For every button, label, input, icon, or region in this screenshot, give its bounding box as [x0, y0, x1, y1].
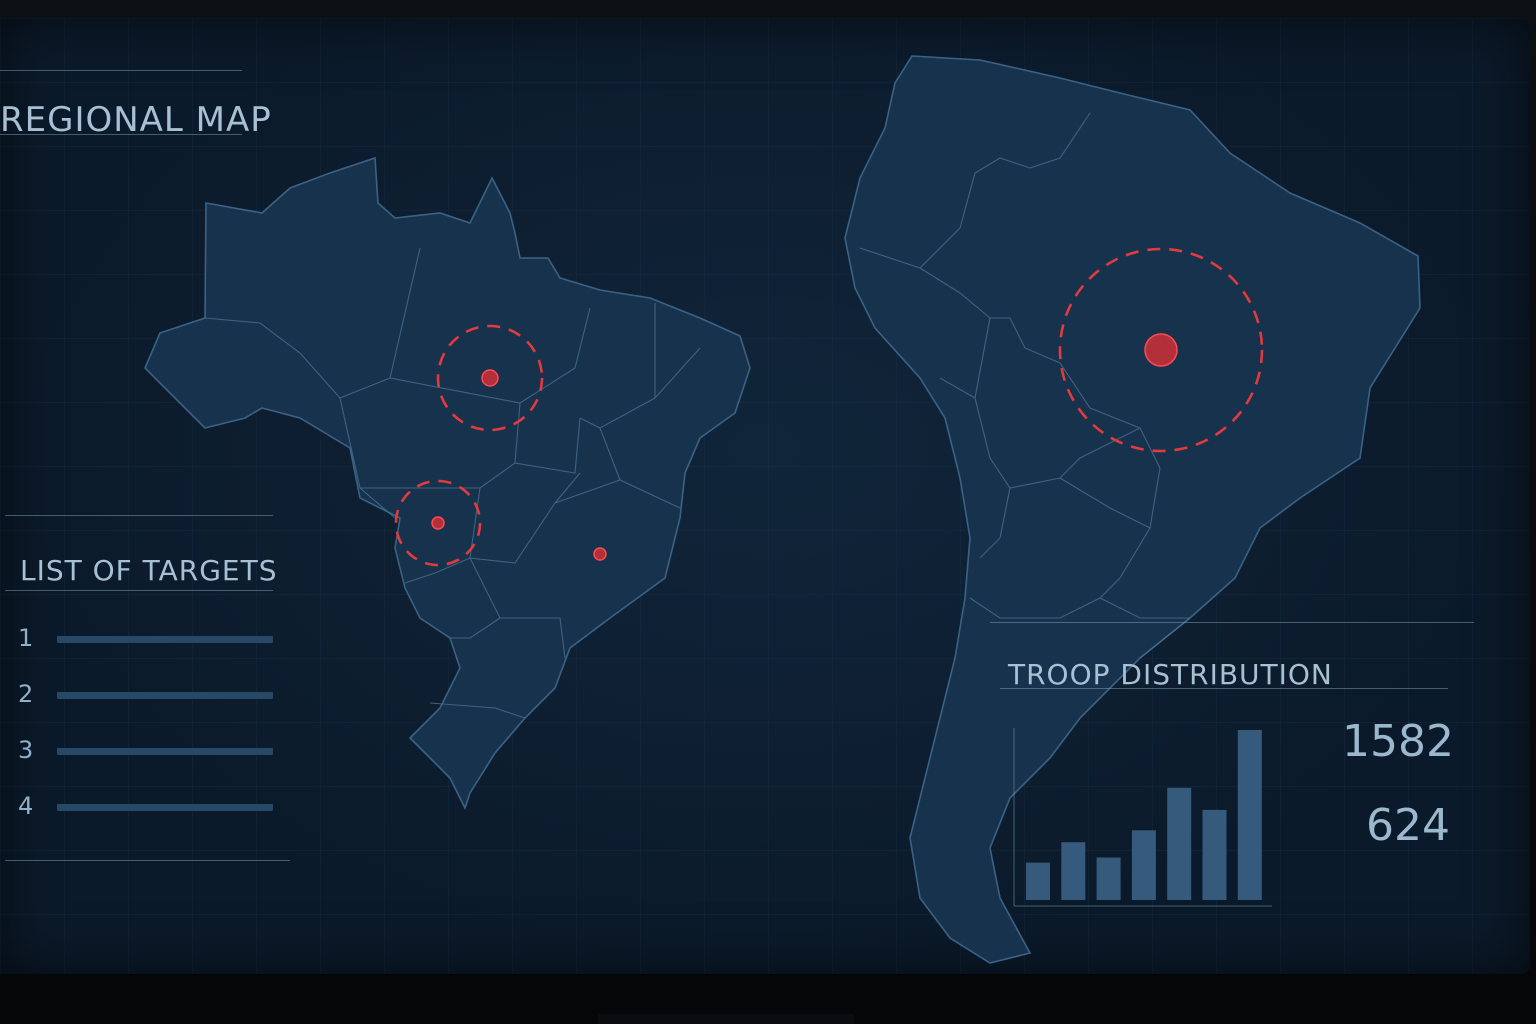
header-rule-bottom: [0, 134, 242, 135]
header-rule-top: [0, 70, 242, 71]
troop-bar: [1061, 842, 1086, 900]
troop-bar: [1167, 787, 1192, 900]
target-number: 1: [18, 624, 34, 652]
target-bar: [57, 804, 273, 811]
regional-map-title: REGIONAL MAP: [0, 100, 272, 140]
target-bar: [57, 748, 273, 755]
troop-bar: [1237, 730, 1262, 900]
monitor-stand: [598, 1014, 854, 1024]
target-dot-3[interactable]: [593, 547, 607, 561]
target-dot-1[interactable]: [481, 369, 499, 387]
troop-distribution-title: TROOP DISTRIBUTION: [1008, 658, 1333, 691]
troop-stat-primary: 1582: [1342, 716, 1454, 767]
target-dot-2[interactable]: [431, 516, 445, 530]
targets-rule-top: [5, 515, 273, 516]
target-bar: [57, 636, 273, 643]
troop-bar: [1096, 857, 1121, 900]
troop-bar: [1202, 809, 1227, 900]
target-list-item[interactable]: 3: [0, 732, 300, 772]
country-borders: [859, 112, 1191, 659]
target-number: 2: [18, 680, 34, 708]
target-dot-main[interactable]: [1144, 333, 1178, 367]
dashboard-screen: REGIONAL MAP LIST OF TARGETS 1 2 3 4: [0, 18, 1530, 974]
target-ring-1[interactable]: [436, 324, 544, 432]
troop-bar: [1131, 830, 1156, 900]
south-america-landmass: [844, 55, 1421, 964]
targets-rule-end: [5, 860, 290, 861]
state-borders: [204, 247, 701, 719]
south-america-map[interactable]: [0, 18, 1530, 974]
troop-bar-chart[interactable]: [1010, 708, 1280, 908]
target-list-item[interactable]: 4: [0, 788, 300, 828]
troop-stat-secondary: 624: [1366, 800, 1450, 851]
target-list-item[interactable]: 2: [0, 676, 300, 716]
troop-bar: [1026, 862, 1050, 900]
target-number: 3: [18, 736, 34, 764]
targets-title: LIST OF TARGETS: [20, 554, 278, 587]
target-ring-main[interactable]: [1058, 247, 1264, 453]
target-ring-2[interactable]: [394, 479, 482, 567]
target-number: 4: [18, 792, 34, 820]
target-bar: [57, 692, 273, 699]
target-list-item[interactable]: 1: [0, 620, 300, 660]
brazil-map[interactable]: [0, 18, 800, 818]
troop-rule-bottom: [1000, 688, 1448, 689]
targets-rule-bottom: [5, 590, 273, 591]
troop-rule-top: [990, 622, 1474, 623]
